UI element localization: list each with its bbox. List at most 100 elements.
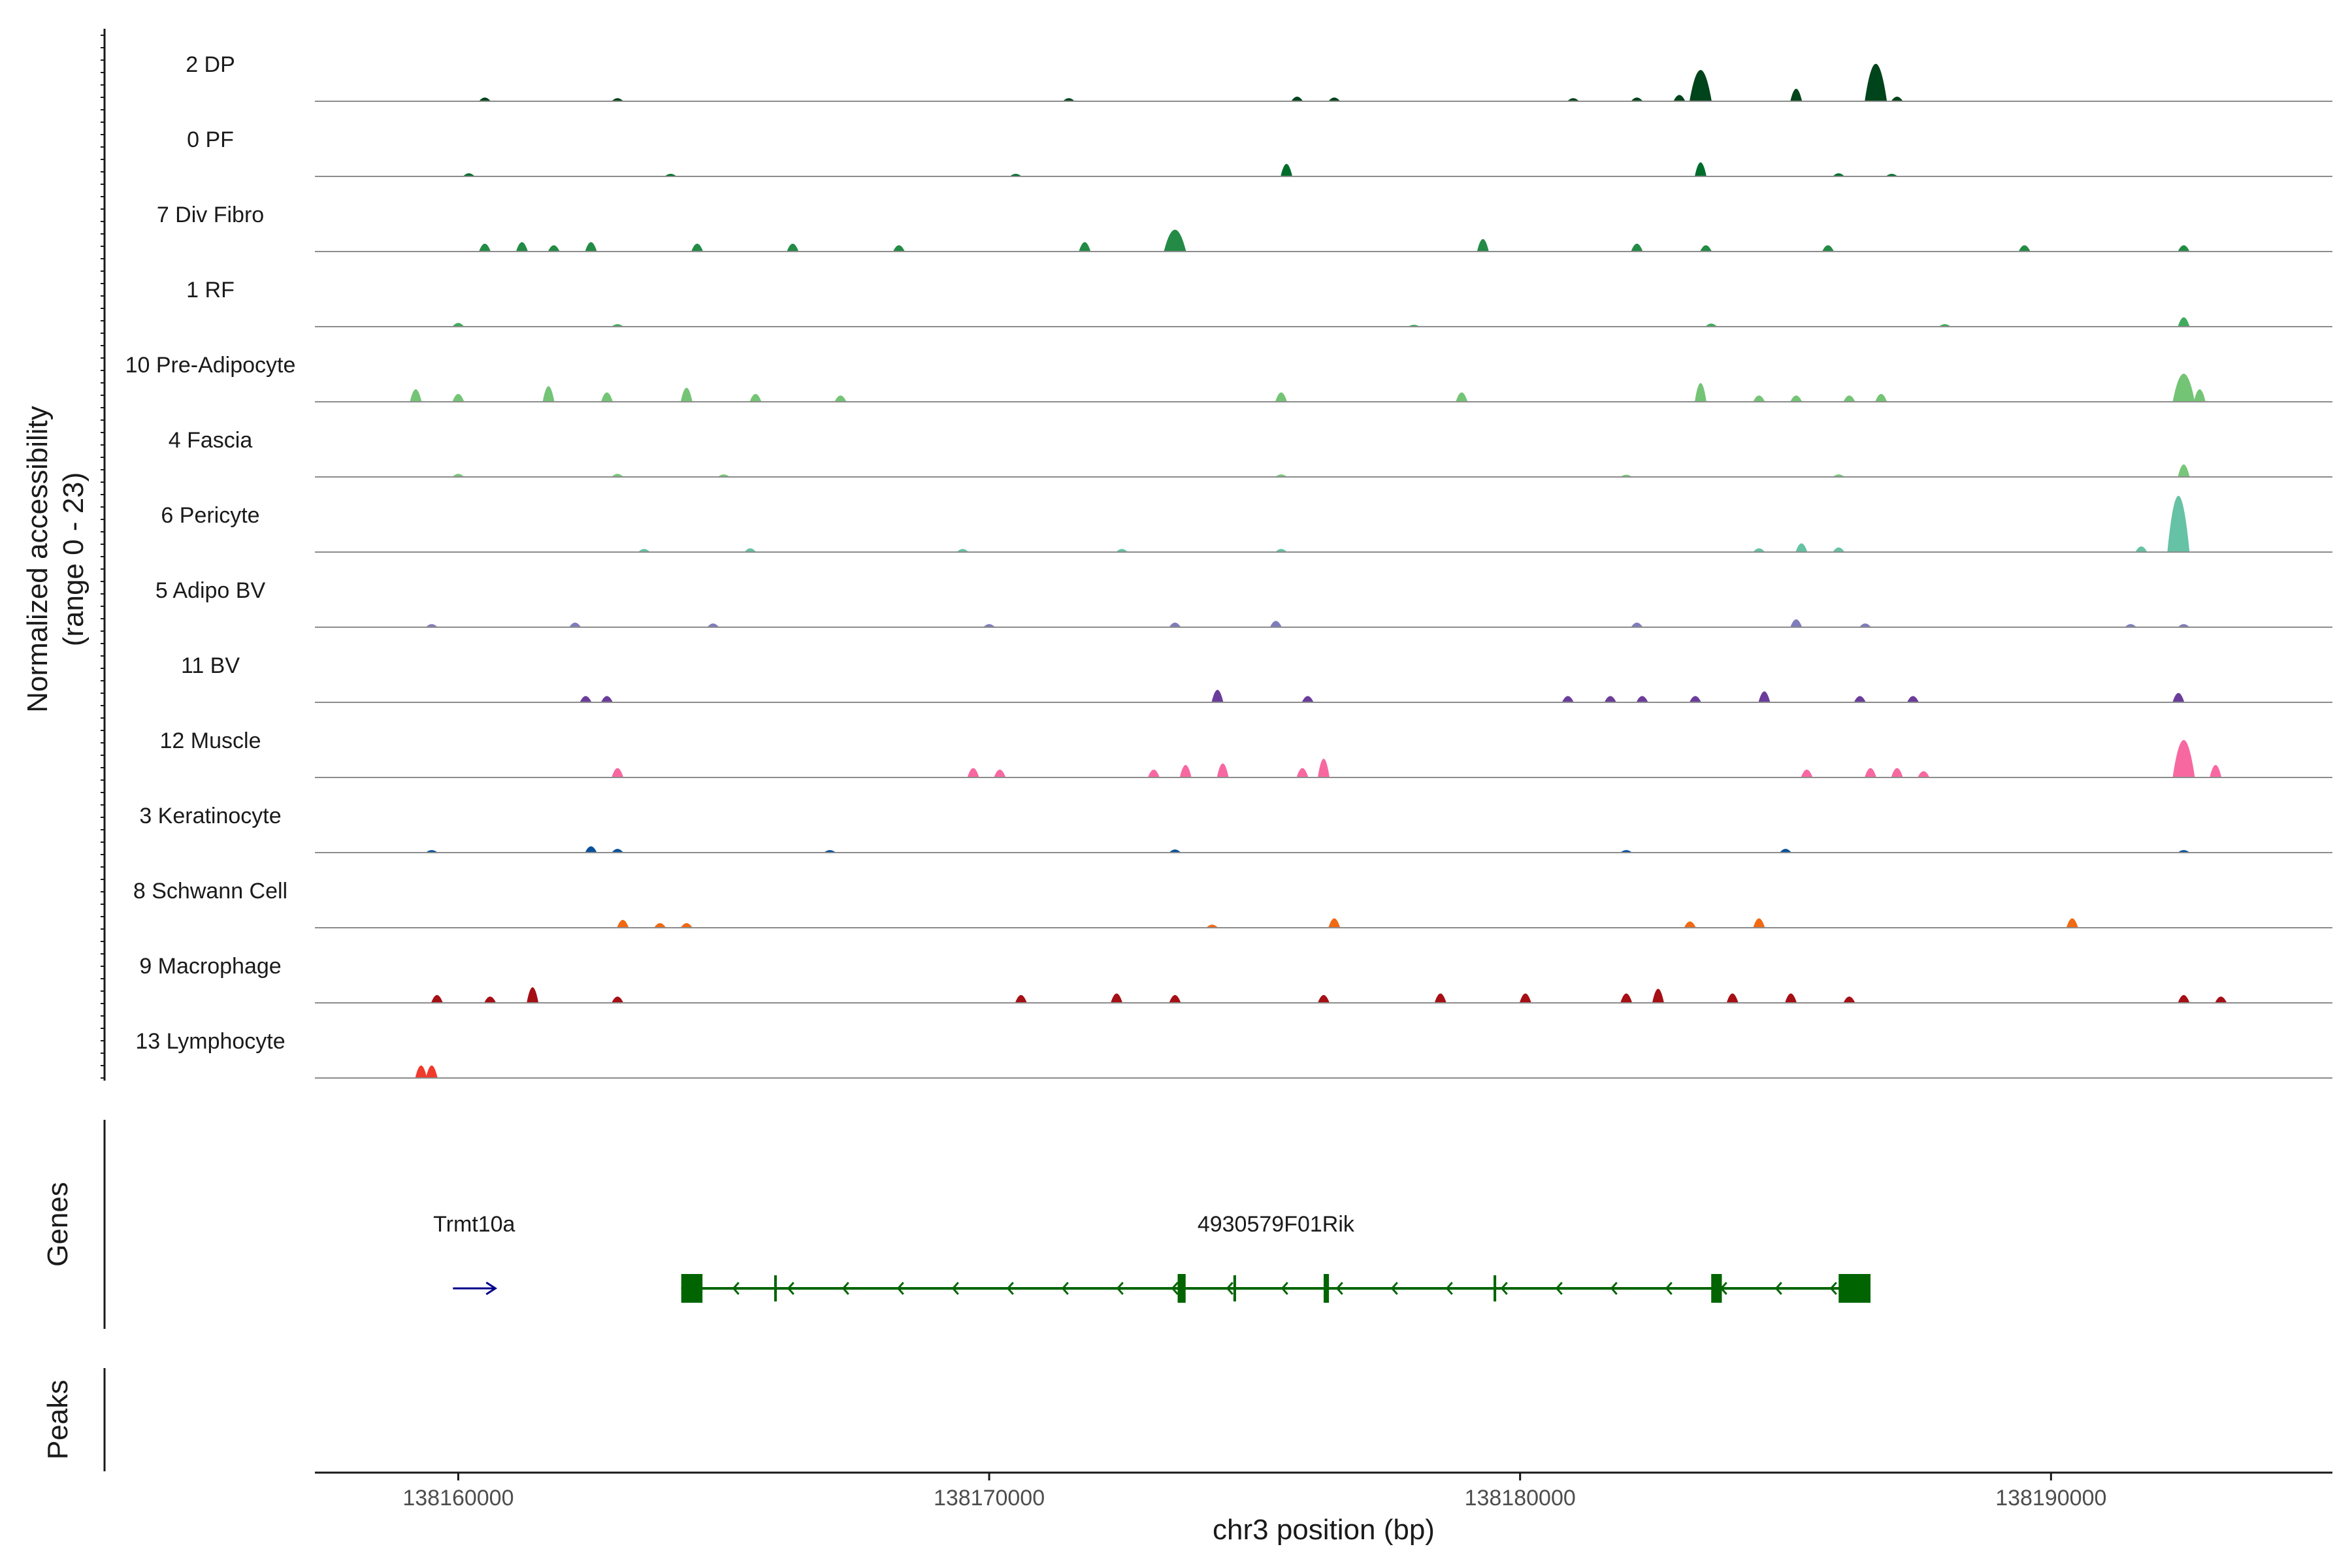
gene-exon: [1711, 1274, 1722, 1303]
coverage-peak: [1865, 63, 1887, 101]
x-tick-label: 138160000: [402, 1486, 514, 1511]
gene-exon: [1838, 1274, 1871, 1303]
x-axis: 138160000 138170000 138180000 138190000: [315, 1471, 2332, 1511]
coverage-peak: [569, 622, 581, 627]
coverage-peak: [787, 244, 799, 252]
coverage-peak: [1206, 924, 1218, 928]
coverage-peak: [425, 624, 438, 627]
strand-chevron: [1829, 1282, 1837, 1295]
strand-chevron: [951, 1282, 959, 1295]
coverage-peak: [1179, 764, 1192, 777]
coverage-peak: [1620, 993, 1633, 1003]
coverage-peak: [1705, 323, 1718, 327]
coverage-peak: [580, 696, 592, 702]
strand-chevron: [1171, 1282, 1179, 1295]
track-3: 1 RF: [186, 278, 2332, 327]
x-tick-label: 138170000: [934, 1486, 1045, 1511]
coverage-peak: [1891, 768, 1903, 777]
coverage-peak: [1169, 995, 1181, 1003]
track-label: 0 PF: [187, 127, 234, 152]
coverage-peak: [1015, 995, 1027, 1003]
track-11: 8 Schwann Cell: [133, 879, 2332, 928]
gene-exon: [1233, 1275, 1236, 1301]
coverage-peak: [1801, 770, 1813, 777]
gene-Trmt10a: Trmt10a: [433, 1212, 515, 1296]
accessibility-tracks: 2 DP 0 PF 7 Div Fibro 1 RF 10 Pre-Adipocyte 4…: [125, 52, 2332, 1079]
coverage-peak: [1689, 70, 1712, 101]
coverage-peak: [617, 920, 629, 928]
coverage-peak: [2135, 546, 2148, 552]
strand-chevron: [732, 1282, 740, 1295]
track-label: 13 Lymphocyte: [135, 1029, 285, 1054]
strand-chevron: [1281, 1282, 1288, 1295]
coverage-peak: [1833, 173, 1845, 176]
coverage-peak: [680, 923, 693, 928]
coverage-peak: [1795, 543, 1808, 552]
strand-chevron: [1116, 1282, 1124, 1295]
coverage-peak: [1753, 548, 1765, 552]
track-label: 9 Macrophage: [139, 954, 281, 979]
coverage-peak: [479, 97, 491, 101]
track-label: 3 Keratinocyte: [139, 804, 281, 828]
coverage-peak: [1843, 996, 1855, 1003]
track-label: 12 Muscle: [160, 728, 261, 753]
coverage-peak: [542, 386, 555, 402]
coverage-peak: [1567, 98, 1579, 101]
y-axis: [101, 29, 106, 1081]
strand-chevron: [1390, 1282, 1398, 1295]
coverage-peak: [585, 242, 597, 252]
coverage-peak: [1918, 771, 1930, 777]
coverage-peak: [1519, 993, 1531, 1003]
coverage-peak: [1652, 988, 1664, 1003]
coverage-peak: [1726, 993, 1739, 1003]
coverage-peak: [452, 394, 465, 402]
coverage-peak: [1169, 622, 1181, 627]
coverage-peak: [1822, 245, 1834, 252]
track-7: 5 Adipo BV: [155, 578, 2332, 628]
gene-4930579F01Rik: 4930579F01Rik: [681, 1212, 1871, 1303]
coverage-peak: [425, 1065, 438, 1078]
coverage-peak: [1269, 621, 1282, 627]
coverage-peak: [892, 245, 905, 252]
coverage-peak: [1318, 759, 1330, 777]
strand-chevron: [1006, 1282, 1014, 1295]
coverage-peak: [1169, 849, 1181, 853]
track-label: 7 Div Fibro: [157, 203, 264, 227]
genes-track: Genes Trmt10a 4930579F01Rik: [42, 1120, 1871, 1329]
coverage-peak: [1843, 395, 1855, 402]
track-5: 4 Fascia: [169, 428, 2332, 478]
track-label: 2 DP: [186, 52, 235, 77]
x-tick-label: 138190000: [1995, 1486, 2106, 1511]
coverage-peak: [1062, 98, 1075, 101]
coverage-peak: [1758, 691, 1771, 702]
gene-name-label: Trmt10a: [433, 1212, 515, 1237]
track-13: 13 Lymphocyte: [135, 1029, 2332, 1079]
coverage-peak: [612, 996, 624, 1003]
track-10: 3 Keratinocyte: [139, 804, 2332, 853]
coverage-peak: [1636, 696, 1648, 702]
coverage-peak: [2178, 245, 2190, 252]
coverage-peak: [749, 394, 762, 402]
coverage-peak: [638, 549, 650, 552]
peaks-track: Peaks: [42, 1368, 106, 1471]
coverage-peak: [585, 846, 597, 853]
coverage-peak: [691, 244, 704, 252]
coverage-peak: [2193, 389, 2206, 402]
coverage-peak: [1684, 921, 1696, 928]
coverage-peak: [680, 387, 693, 402]
coverage-peak: [1785, 993, 1797, 1003]
coverage-peak: [2172, 373, 2195, 402]
peaks-track-label: Peaks: [42, 1380, 74, 1460]
gene-exon: [1494, 1275, 1497, 1301]
coverage-peak: [994, 770, 1006, 777]
coverage-peak: [515, 242, 528, 252]
coverage-peak: [2178, 317, 2190, 327]
x-tick-label: 138180000: [1465, 1486, 1576, 1511]
coverage-peak: [2172, 693, 2185, 702]
strand-chevron: [1555, 1282, 1563, 1295]
coverage-peak: [1281, 163, 1293, 176]
strand-chevron: [1226, 1282, 1233, 1295]
coverage-peak: [1318, 995, 1330, 1003]
gene-exon: [774, 1275, 777, 1301]
